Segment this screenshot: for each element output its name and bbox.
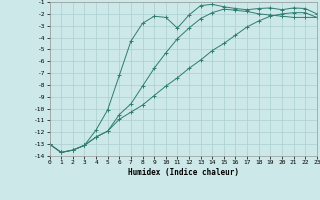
X-axis label: Humidex (Indice chaleur): Humidex (Indice chaleur)	[128, 168, 239, 177]
